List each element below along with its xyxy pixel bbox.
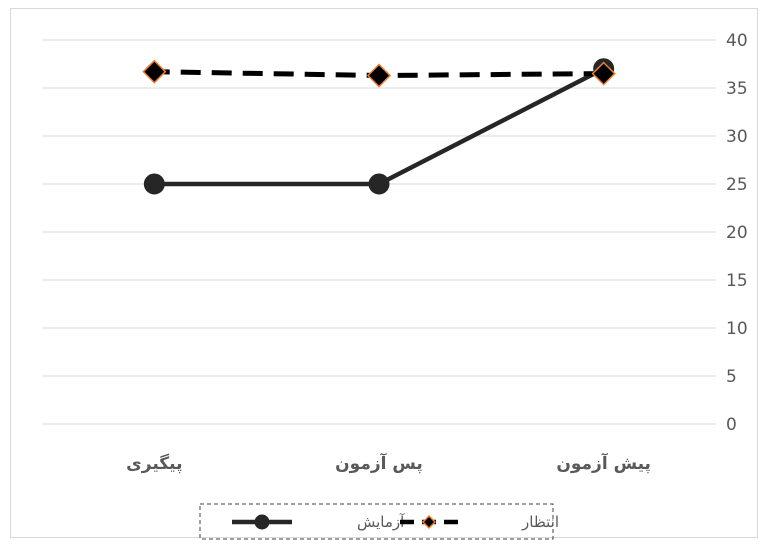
series-layer xyxy=(142,58,616,195)
y-tick-label: 25 xyxy=(726,175,748,195)
data-point xyxy=(143,173,165,195)
y-tick-label: 0 xyxy=(726,415,737,435)
y-tick-label: 35 xyxy=(726,79,748,99)
y-tick-label: 40 xyxy=(726,31,748,51)
y-tick-label: 10 xyxy=(726,319,748,339)
x-category-label: پیگیری xyxy=(126,453,182,474)
legend-swatch-marker xyxy=(421,514,437,530)
series-1 xyxy=(143,58,615,195)
legend-box xyxy=(199,503,554,540)
legend-item: آزمایش xyxy=(232,513,405,531)
y-axis-ticks: 0 5 10 15 20 25 30 35 40 xyxy=(726,31,748,435)
legend-label: انتظار xyxy=(521,513,559,531)
data-point xyxy=(368,173,390,195)
gridlines xyxy=(42,39,716,425)
data-point xyxy=(142,59,167,84)
y-tick-label: 20 xyxy=(726,223,748,243)
chart-frame xyxy=(10,8,758,538)
legend-item: انتظار xyxy=(400,513,559,531)
y-tick-label: 5 xyxy=(726,367,737,387)
y-tick-label: 15 xyxy=(726,271,748,291)
series-2 xyxy=(142,59,616,88)
data-point xyxy=(366,63,392,88)
x-category-label: پیش آزمون xyxy=(556,452,651,474)
data-point xyxy=(591,61,616,86)
y-tick-label: 30 xyxy=(726,127,748,147)
x-axis-categories: پیش آزمون پس آزمون پیگیری xyxy=(126,452,651,474)
legend-label: آزمایش xyxy=(357,513,405,531)
legend: آزمایش انتظار xyxy=(199,503,559,540)
legend-swatch-marker xyxy=(254,514,270,530)
x-category-label: پس آزمون xyxy=(335,452,423,474)
